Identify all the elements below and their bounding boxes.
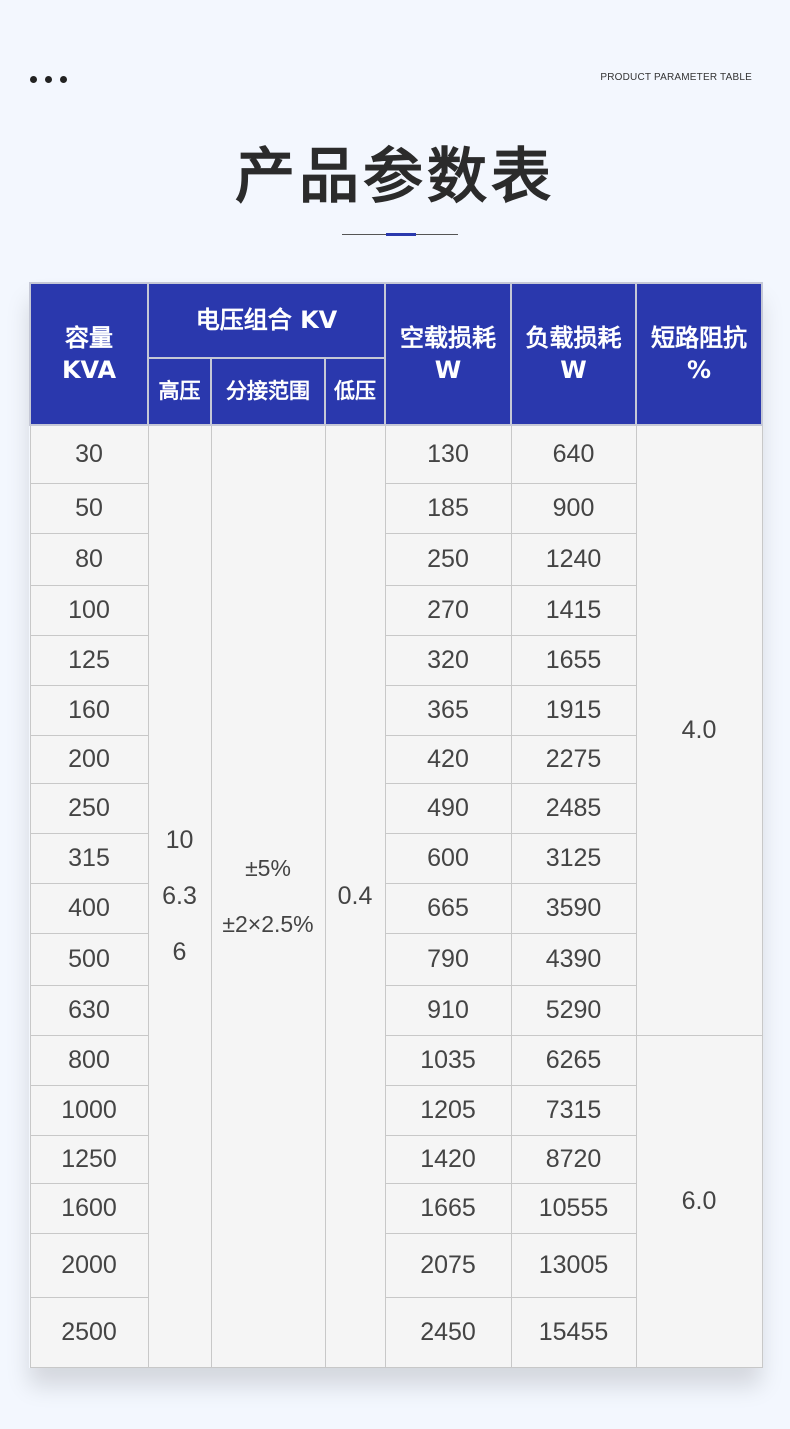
- load-loss-cell: 8720: [510, 1134, 637, 1184]
- header-tap: 分接范围: [210, 357, 326, 426]
- capacity-cell: 2500: [29, 1296, 149, 1368]
- impedance-cell: 4.0: [635, 424, 763, 1036]
- no-load-loss-cell: 1665: [384, 1182, 512, 1234]
- table-row: 250 490 2485: [29, 782, 762, 834]
- load-loss-cell: 5290: [510, 984, 637, 1036]
- capacity-cell: 315: [29, 832, 149, 884]
- capacity-cell: 50: [29, 482, 149, 534]
- capacity-cell: 100: [29, 584, 149, 636]
- table-row: 315 600 3125: [29, 832, 762, 884]
- load-loss-cell: 4390: [510, 932, 637, 986]
- load-loss-cell: 7315: [510, 1084, 637, 1136]
- load-loss-cell: 13005: [510, 1232, 637, 1298]
- more-dots-icon: [30, 76, 67, 83]
- capacity-cell: 500: [29, 932, 149, 986]
- capacity-cell: 1000: [29, 1084, 149, 1136]
- capacity-cell: 200: [29, 734, 149, 784]
- capacity-cell: 1250: [29, 1134, 149, 1184]
- load-loss-cell: 3590: [510, 882, 637, 934]
- no-load-loss-cell: 665: [384, 882, 512, 934]
- capacity-cell: 80: [29, 532, 149, 586]
- header-load-loss: 负载损耗 W: [510, 282, 637, 426]
- load-loss-cell: 6265: [510, 1034, 637, 1086]
- hv-value: 10: [165, 826, 194, 855]
- title-divider-accent: [386, 233, 416, 236]
- load-loss-cell: 640: [510, 424, 637, 484]
- table-row: 1000 1205 7315: [29, 1084, 762, 1136]
- hv-value: 6.3: [162, 882, 197, 911]
- no-load-loss-cell: 600: [384, 832, 512, 884]
- header-lv: 低压: [324, 357, 386, 426]
- capacity-cell: 250: [29, 782, 149, 834]
- load-loss-cell: 15455: [510, 1296, 637, 1368]
- load-loss-cell: 1415: [510, 584, 637, 636]
- capacity-cell: 30: [29, 424, 149, 484]
- header-no-load-loss: 空载损耗 W: [384, 282, 512, 426]
- table-row: 50 185 900: [29, 482, 762, 534]
- table-row: 200 420 2275: [29, 734, 762, 784]
- no-load-loss-cell: 1420: [384, 1134, 512, 1184]
- no-load-loss-cell: 910: [384, 984, 512, 1036]
- tap-value: ±5%: [245, 855, 291, 882]
- table-row: 2000 2075 13005: [29, 1232, 762, 1298]
- no-load-loss-cell: 185: [384, 482, 512, 534]
- capacity-cell: 160: [29, 684, 149, 736]
- no-load-loss-cell: 490: [384, 782, 512, 834]
- load-loss-cell: 2485: [510, 782, 637, 834]
- load-loss-cell: 1655: [510, 634, 637, 686]
- capacity-cell: 800: [29, 1034, 149, 1086]
- header-capacity: 容量 KVA: [29, 282, 149, 426]
- table-row: 630 910 5290: [29, 984, 762, 1036]
- table-row: 160 365 1915: [29, 684, 762, 736]
- no-load-loss-cell: 2450: [384, 1296, 512, 1368]
- table-row: 1250 1420 8720: [29, 1134, 762, 1184]
- no-load-loss-cell: 365: [384, 684, 512, 736]
- table-row: 1600 1665 10555: [29, 1182, 762, 1234]
- load-loss-cell: 3125: [510, 832, 637, 884]
- no-load-loss-cell: 130: [384, 424, 512, 484]
- impedance-cell: 6.0: [635, 1034, 763, 1368]
- load-loss-cell: 1915: [510, 684, 637, 736]
- header-impedance: 短路阻抗 %: [635, 282, 763, 426]
- capacity-cell: 1600: [29, 1182, 149, 1234]
- no-load-loss-cell: 1205: [384, 1084, 512, 1136]
- page-title: 产品参数表: [235, 142, 555, 212]
- table-row: 30 10 6.3 6 ±5% ±2×2.5% 0.4 130 640 4.0: [29, 424, 763, 1368]
- no-load-loss-cell: 270: [384, 584, 512, 636]
- load-loss-cell: 900: [510, 482, 637, 534]
- capacity-cell: 400: [29, 882, 149, 934]
- tap-cell: ±5% ±2×2.5%: [210, 424, 326, 1368]
- tap-value: ±2×2.5%: [222, 911, 314, 938]
- no-load-loss-cell: 790: [384, 932, 512, 986]
- table-row: 80 250 1240: [29, 532, 762, 586]
- hv-cell: 10 6.3 6: [147, 424, 212, 1368]
- no-load-loss-cell: 2075: [384, 1232, 512, 1298]
- no-load-loss-cell: 1035: [384, 1034, 512, 1086]
- table-row: 125 320 1655: [29, 634, 762, 686]
- load-loss-cell: 10555: [510, 1182, 637, 1234]
- table-row: 100 270 1415: [29, 584, 762, 636]
- header-hv: 高压: [147, 357, 212, 426]
- no-load-loss-cell: 250: [384, 532, 512, 586]
- no-load-loss-cell: 320: [384, 634, 512, 686]
- capacity-cell: 2000: [29, 1232, 149, 1298]
- table-row: 800 1035 6265 6.0: [29, 1034, 763, 1368]
- capacity-cell: 125: [29, 634, 149, 686]
- header-voltage-group: 电压组合 KV: [147, 282, 386, 359]
- table-row: 2500 2450 15455: [29, 1296, 762, 1368]
- hv-value: 6: [172, 938, 187, 967]
- load-loss-cell: 1240: [510, 532, 637, 586]
- parameter-table: 容量 KVA 电压组合 KV 空载损耗 W 负载损耗 W 短路阻抗 % 高压 分…: [29, 282, 763, 1368]
- capacity-cell: 630: [29, 984, 149, 1036]
- table-row: 500 790 4390: [29, 932, 762, 986]
- load-loss-cell: 2275: [510, 734, 637, 784]
- no-load-loss-cell: 420: [384, 734, 512, 784]
- section-label: PRODUCT PARAMETER TABLE: [600, 72, 752, 83]
- lv-cell: 0.4: [324, 424, 386, 1368]
